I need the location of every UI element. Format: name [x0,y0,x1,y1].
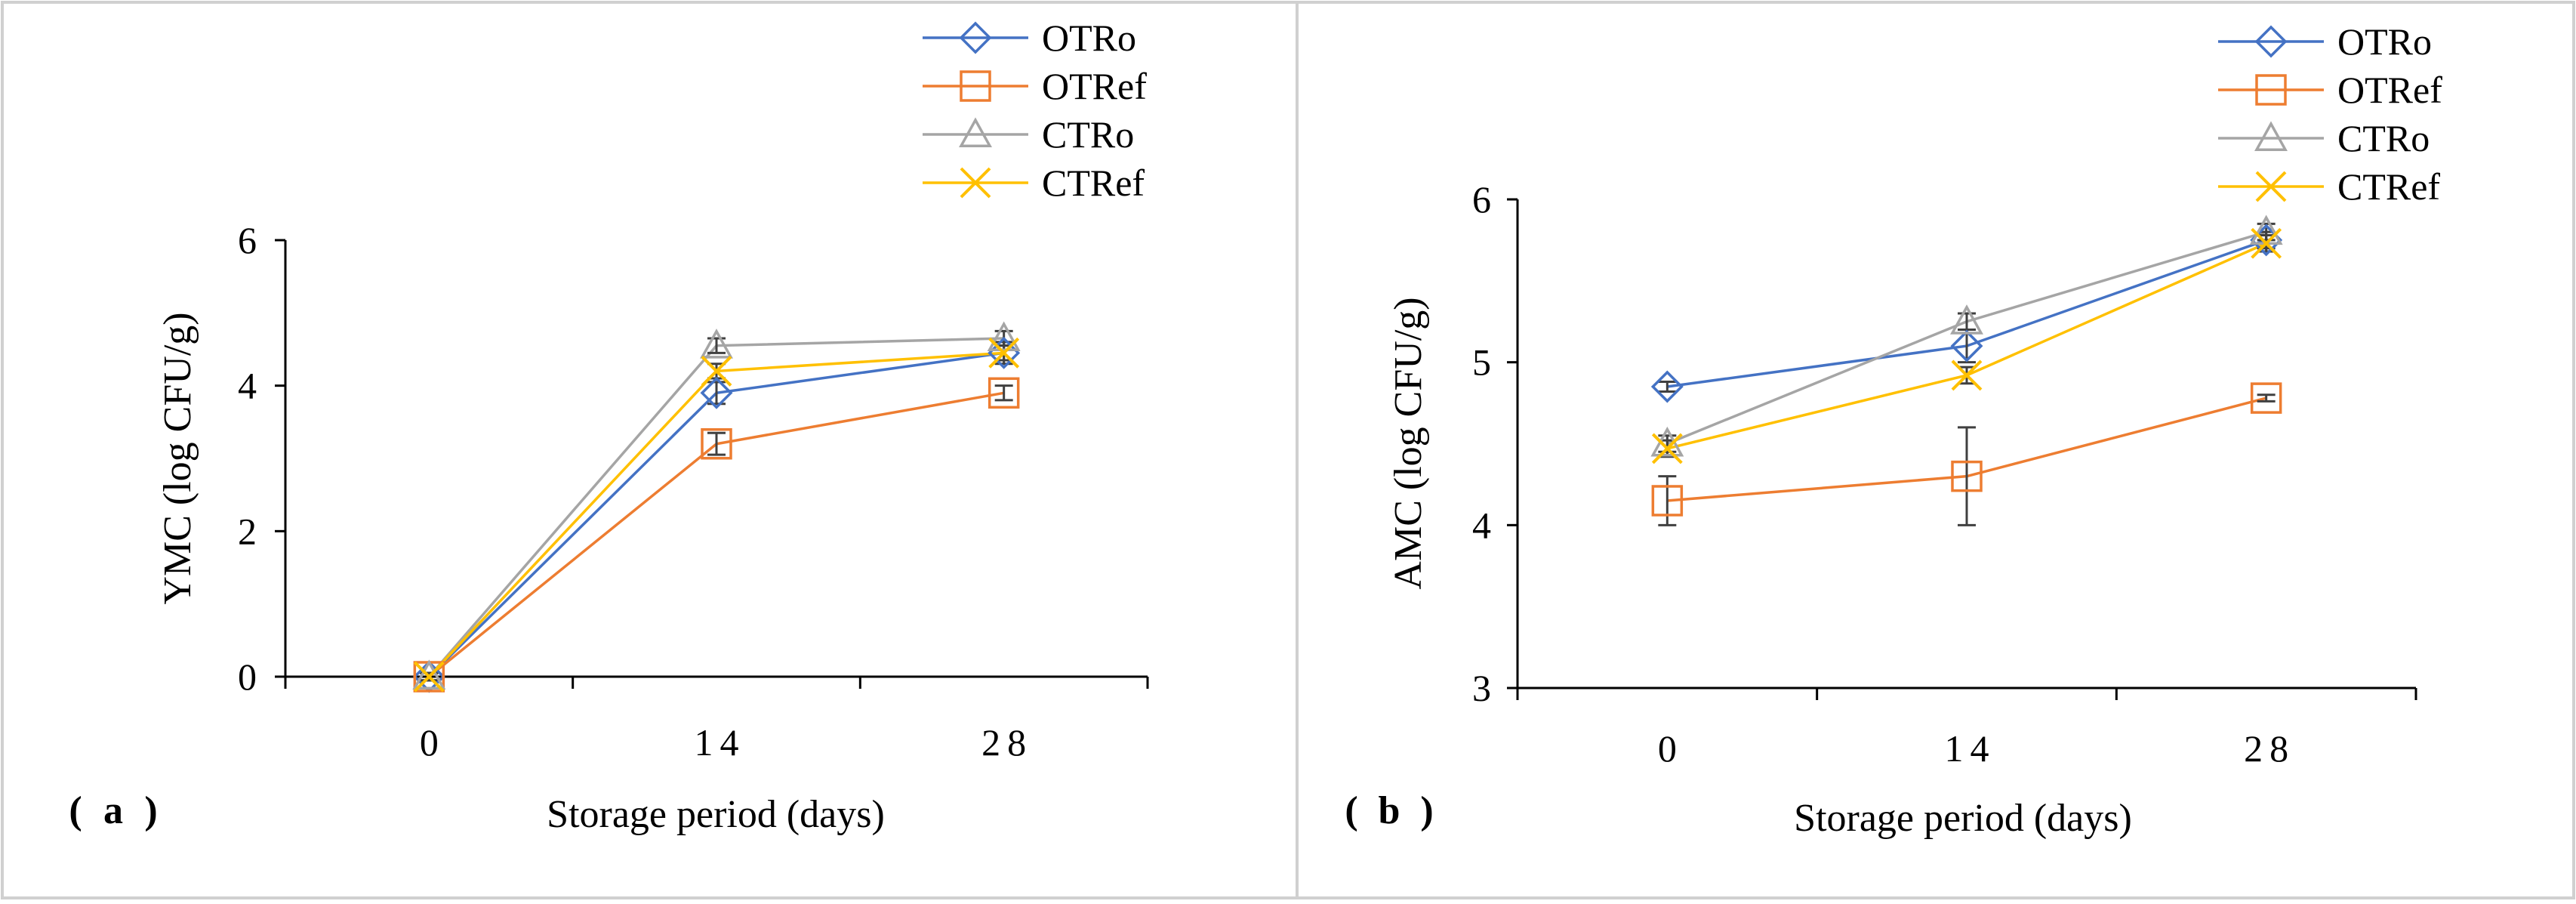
data-point-ctref [413,661,445,693]
legend-marker-ctro [959,117,992,147]
x-tick-label: 8 [2269,727,2288,770]
legend-marker-ctro [2254,121,2288,151]
data-point-otro [700,376,733,409]
data-point-ctro [700,329,733,359]
panel-label: b [1379,789,1400,832]
legend-marker-otro [959,21,992,54]
legend-marker-otref [960,70,991,102]
data-point-otro [1650,370,1684,403]
legend-label: OTRo [2337,20,2432,63]
error-bar [2257,393,2276,403]
x-tick-label: 0 [420,721,439,764]
error-bar [1658,475,1677,526]
x-tick-label: 2 [981,721,1000,764]
legend-label: CTRef [2337,165,2440,208]
legend-label: CTRo [1042,113,1134,156]
data-point-ctref [1651,433,1683,464]
data-point-otref [2250,382,2282,414]
x-tick-label: 0 [1658,727,1677,770]
y-tick-label: 3 [1472,667,1491,709]
x-tick-label: 8 [1007,721,1026,764]
y-tick-label: 6 [1472,178,1491,221]
data-point-ctref [2251,227,2282,259]
x-tick-label: 2 [2244,727,2263,770]
legend-label: OTRo [1042,17,1136,59]
legend-marker-ctref [2255,171,2287,202]
data-point-otro [1950,329,1983,363]
data-point-otref [988,377,1020,409]
y-tick-label: 4 [1472,504,1491,546]
error-bar [707,337,726,354]
error-bar [1958,312,1976,332]
panel-label: ( [1345,789,1357,832]
panel-label: ) [144,789,157,832]
x-tick-label: 4 [720,721,739,764]
y-tick-label: 4 [238,365,257,407]
error-bar [994,384,1013,402]
y-axis-title: AMC (log CFU/g) [1387,297,1430,589]
x-tick-label: 1 [695,721,713,764]
data-point-ctref [1951,359,1983,391]
legend: OTRo OTRef CTRo CTRef [2218,20,2442,208]
data-point-ctro [987,321,1021,351]
panel-label: ) [1420,789,1433,832]
legend-marker-otref [2255,74,2287,106]
data-point-otref [701,427,732,460]
x-axis-title: Storage period (days) [1794,797,2132,840]
legend-marker-otro [2254,25,2288,58]
data-point-ctro [1950,304,1983,335]
y-axis-title: YMC (log CFU/g) [156,312,199,604]
data-point-otref [1651,485,1684,517]
data-point-ctref [988,337,1020,369]
legend-label: OTRef [2337,69,2442,111]
y-tick-label: 5 [1472,341,1491,384]
y-tick-label: 6 [238,219,257,261]
panel-label: ( [69,789,82,832]
legend-label: CTRef [1042,162,1145,204]
x-axis-title: Storage period (days) [547,793,885,836]
error-bar [1658,381,1677,393]
legend-marker-ctref [960,167,991,199]
error-bar [1958,426,1976,526]
x-tick-label: 4 [1971,727,1989,770]
y-tick-label: 2 [238,510,257,552]
y-tick-label: 0 [238,656,257,698]
data-point-otref [1951,460,1983,492]
data-point-otro [988,336,1021,369]
legend: OTRo OTRef CTRo CTRef [923,17,1147,204]
legend-label: OTRef [1042,65,1147,107]
error-bar [707,431,726,456]
x-tick-label: 1 [1945,727,1964,770]
panel-label: a [103,789,123,832]
data-point-ctro [412,659,446,690]
legend-label: CTRo [2337,117,2430,159]
error-bar [707,381,726,406]
data-point-ctref [701,355,732,387]
